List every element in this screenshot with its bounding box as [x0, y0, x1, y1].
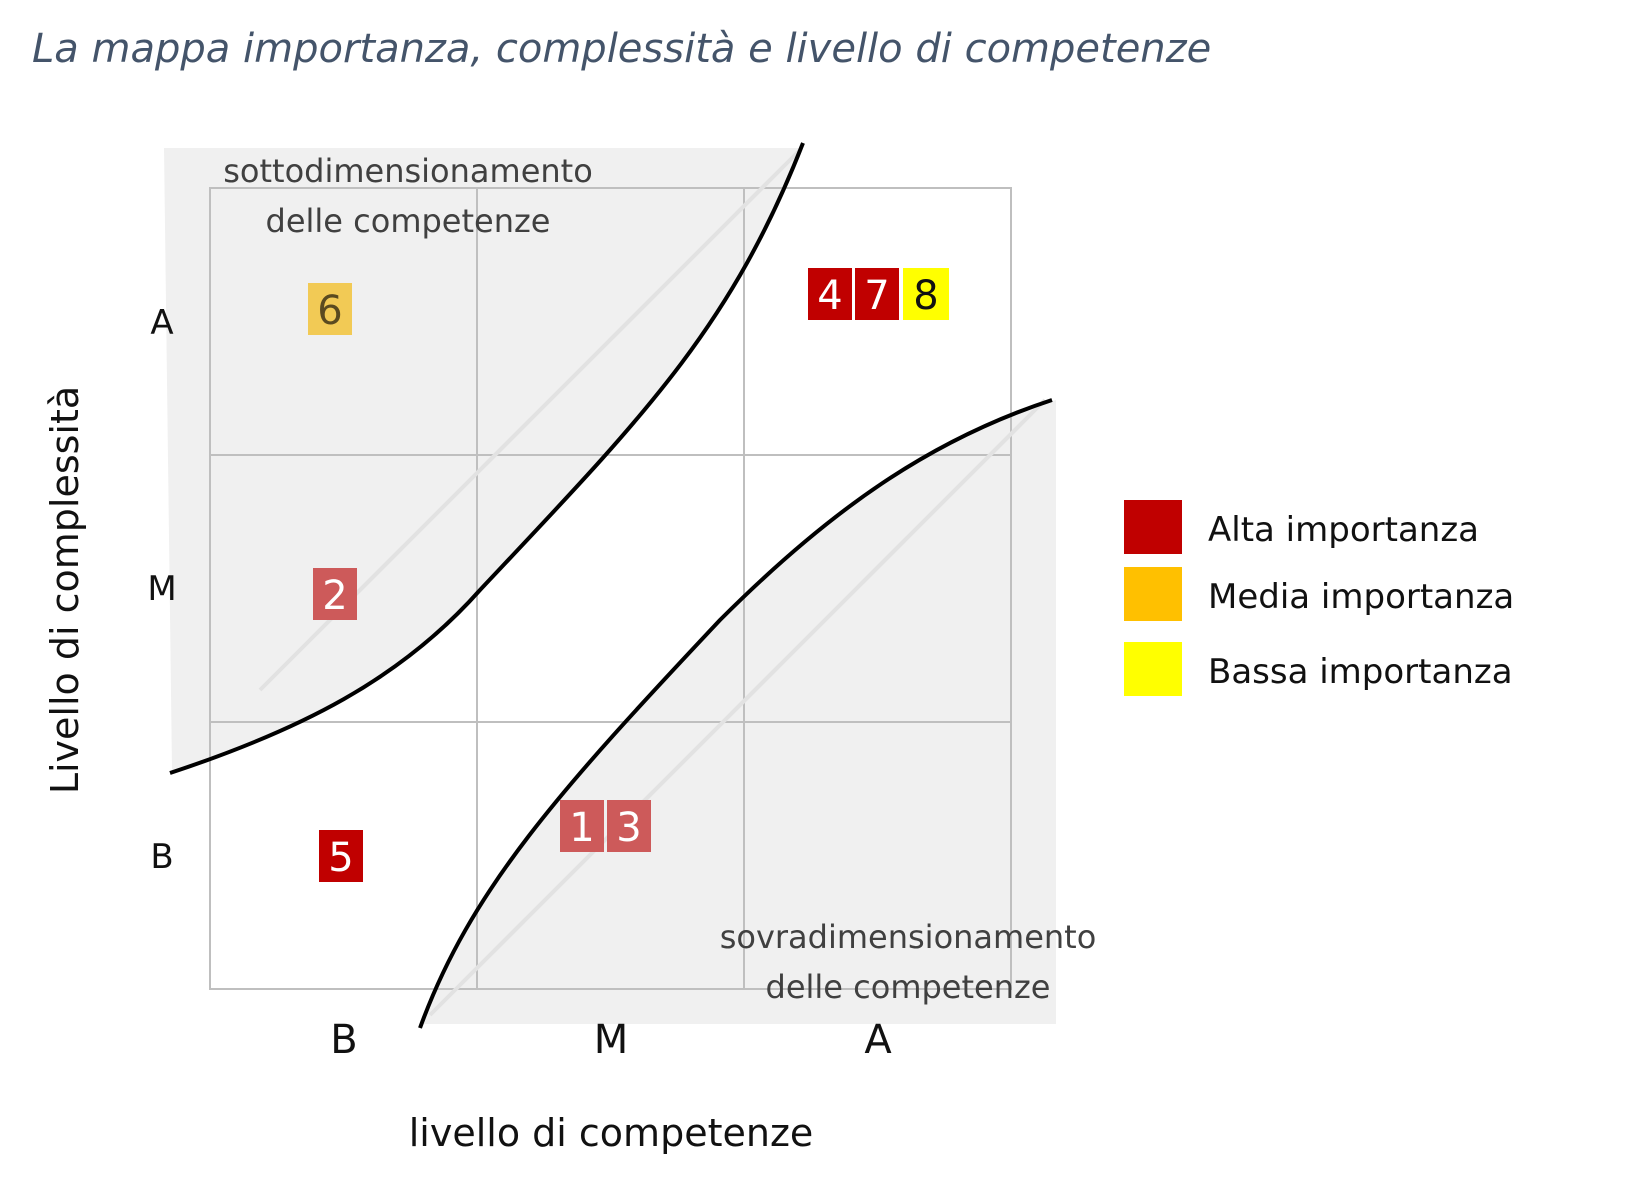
item-5-number: 5 — [328, 835, 353, 881]
item-2: 2 — [313, 568, 357, 620]
upper-zone-label-line1: sottodimensionamento — [223, 152, 593, 190]
item-8-number: 8 — [913, 273, 938, 319]
legend-item-bassa: Bassa importanza — [1124, 642, 1513, 696]
item-1-box — [560, 800, 604, 852]
x-tick-m: M — [594, 1017, 629, 1063]
lower-boundary-curve — [418, 398, 1053, 1029]
lower-zone-label-line1: sovradimensionamento — [720, 918, 1097, 956]
legend-swatch-bassa — [1124, 642, 1182, 696]
item-3-box — [607, 800, 651, 852]
legend-item-media: Media importanza — [1124, 567, 1514, 621]
legend-label-bassa: Bassa importanza — [1208, 652, 1513, 692]
item-1: 1 — [560, 800, 604, 852]
item-2-number: 2 — [322, 573, 347, 619]
item-2-box — [313, 568, 357, 620]
item-6: 6 — [308, 283, 352, 335]
x-tick-b: B — [330, 1017, 357, 1063]
page-title: La mappa importanza, complessità e livel… — [32, 26, 1211, 72]
legend: Alta importanza Media importanza Bassa i… — [1124, 500, 1514, 696]
item-6-box — [308, 283, 352, 335]
item-4: 4 — [808, 268, 852, 320]
upper-zone-label-line2: delle competenze — [266, 202, 551, 240]
item-1-number: 1 — [569, 805, 594, 851]
item-7-number: 7 — [864, 273, 889, 319]
item-6-number: 6 — [317, 288, 342, 334]
item-7-box — [855, 268, 899, 320]
item-3: 3 — [607, 800, 651, 852]
y-tick-a: A — [150, 303, 173, 343]
item-5: 5 — [319, 830, 363, 882]
matrix-grid — [209, 187, 1012, 990]
x-axis-label: livello di competenze — [409, 1111, 814, 1155]
item-4-number: 4 — [817, 273, 842, 319]
y-axis-label: Livello di complessità — [43, 386, 87, 794]
item-7: 7 — [855, 268, 899, 320]
item-8: 8 — [903, 268, 949, 320]
legend-label-alta: Alta importanza — [1208, 510, 1479, 550]
item-4-box — [808, 268, 852, 320]
y-tick-m: M — [147, 569, 176, 609]
upper-boundary-curve — [169, 142, 805, 775]
item-8-box — [903, 268, 949, 320]
legend-swatch-media — [1124, 567, 1182, 621]
item-5-box — [319, 830, 363, 882]
legend-item-alta: Alta importanza — [1124, 500, 1479, 554]
legend-swatch-alta — [1124, 500, 1182, 554]
legend-label-media: Media importanza — [1208, 577, 1514, 617]
lower-zone-label-line2: delle competenze — [766, 968, 1051, 1006]
x-tick-a: A — [864, 1017, 892, 1063]
item-3-number: 3 — [616, 805, 641, 851]
y-tick-b: B — [150, 837, 173, 877]
